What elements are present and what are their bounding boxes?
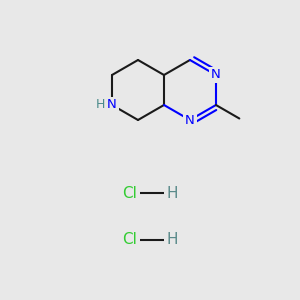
Text: N: N bbox=[211, 68, 221, 82]
Text: H: H bbox=[95, 98, 105, 112]
Text: H: H bbox=[166, 232, 178, 247]
Text: N: N bbox=[185, 113, 195, 127]
Text: Cl: Cl bbox=[123, 185, 137, 200]
Text: Cl: Cl bbox=[123, 232, 137, 247]
Text: H: H bbox=[166, 185, 178, 200]
Text: N: N bbox=[107, 98, 117, 112]
